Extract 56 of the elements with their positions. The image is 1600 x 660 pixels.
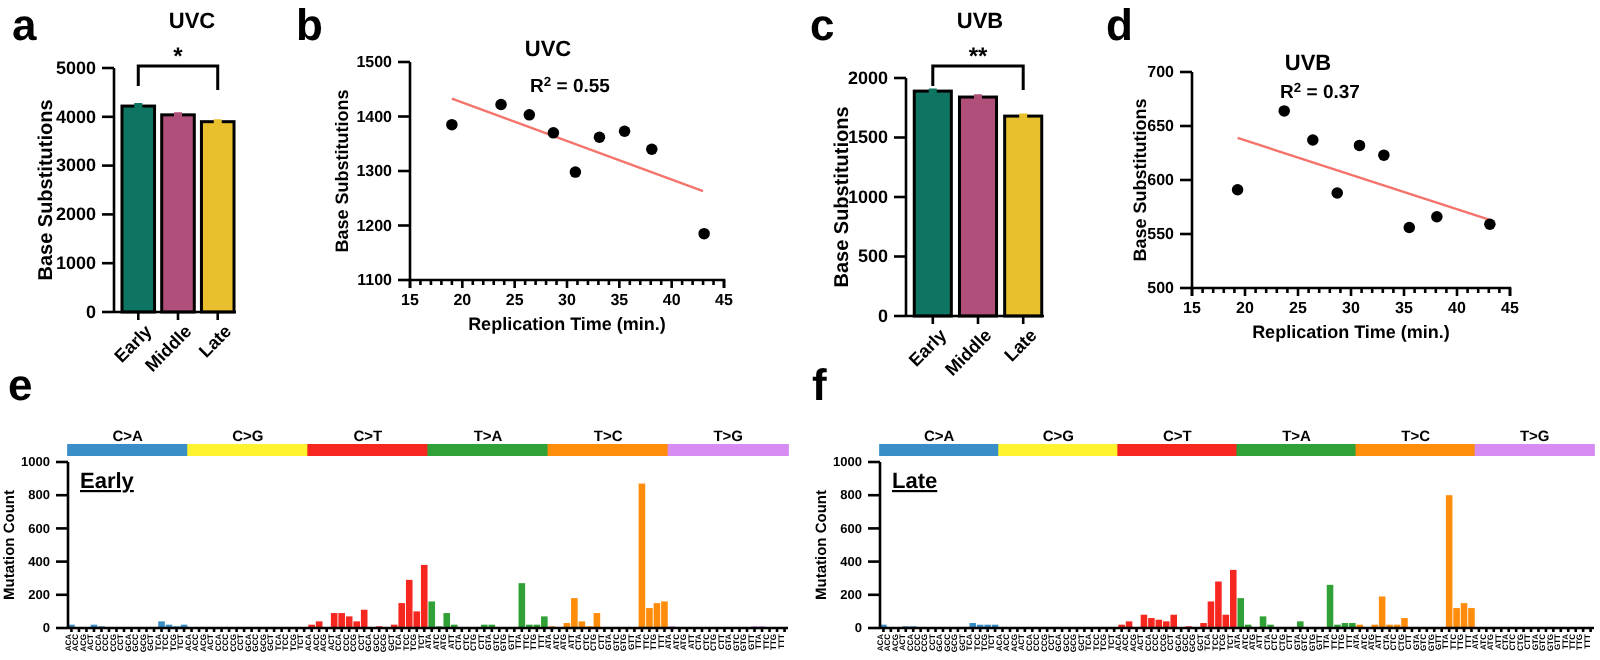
- annotation: Early: [80, 470, 136, 494]
- text: e: [8, 360, 33, 410]
- y-axis-title: Base Substitutions: [36, 98, 59, 281]
- y-tick-label: 600: [1147, 171, 1176, 190]
- y-tick-label: 0: [85, 301, 96, 322]
- x-tick-label: 45: [715, 291, 734, 310]
- x-tick-label: 15: [1183, 299, 1202, 318]
- text: c: [810, 0, 835, 50]
- y-tick-label: 1200: [356, 216, 394, 235]
- chart-title: UVB: [1284, 52, 1332, 76]
- x-tick-label: 40: [1448, 299, 1467, 318]
- x-tick-label: 30: [558, 291, 577, 310]
- text: f: [812, 360, 828, 410]
- x-tick-label: 20: [453, 291, 473, 310]
- x-tick-label: 45: [1501, 299, 1520, 318]
- y-tick-label: 2000: [55, 204, 96, 225]
- text: a: [12, 0, 38, 50]
- y-tick-label: 1100: [357, 271, 394, 290]
- y-tick-label: 650: [1147, 117, 1176, 136]
- chart-title: UVC: [524, 38, 572, 62]
- y-axis-title: Base Substitutions: [332, 89, 353, 253]
- x-tick-label: 35: [610, 291, 630, 310]
- annotation: R$^{2}$ = 0.55: [530, 75, 612, 98]
- x-tick-label: 15: [401, 291, 420, 310]
- chart-title: UVB: [956, 10, 1004, 34]
- y-tick-label: 700: [1147, 63, 1176, 82]
- y-tick-label: 550: [1147, 225, 1176, 244]
- x-tick-label: 30: [1342, 299, 1361, 318]
- y-tick-label: 500: [857, 246, 888, 267]
- x-axis-title: Replication Time (min.): [1252, 322, 1450, 342]
- x-tick-label: 25: [1289, 299, 1308, 318]
- x-axis-title: Replication Time (min.): [468, 314, 666, 334]
- x-tick-label: 35: [1395, 299, 1414, 318]
- annotation: *: [173, 42, 184, 70]
- text: **: [968, 42, 988, 70]
- y-tick-label: 2000: [847, 67, 888, 88]
- text: d: [1106, 0, 1133, 50]
- y-axis-title: Base Substitutions: [1130, 98, 1151, 262]
- chart-title: UVC: [168, 10, 216, 34]
- annotation: Late: [892, 470, 938, 494]
- y-tick-label: 5000: [55, 57, 96, 78]
- y-tick-label: 1500: [847, 127, 888, 148]
- x-tick-label: 25: [505, 291, 525, 310]
- y-tick-label: 1500: [356, 53, 394, 72]
- y-tick-label: 1000: [847, 186, 888, 207]
- y-tick-label: 3000: [55, 155, 96, 176]
- y-tick-label: 500: [1147, 279, 1176, 298]
- y-tick-label: 4000: [55, 106, 96, 127]
- y-tick-label: 0: [877, 305, 888, 326]
- x-tick-label: 20: [1236, 299, 1255, 318]
- text: b: [296, 0, 323, 50]
- y-tick-label: 1300: [356, 162, 394, 181]
- y-tick-label: 1000: [55, 252, 96, 273]
- y-tick-label: 1400: [356, 107, 394, 126]
- x-tick-label: 40: [662, 291, 682, 310]
- annotation: R$^{2}$ = 0.37: [1280, 81, 1360, 104]
